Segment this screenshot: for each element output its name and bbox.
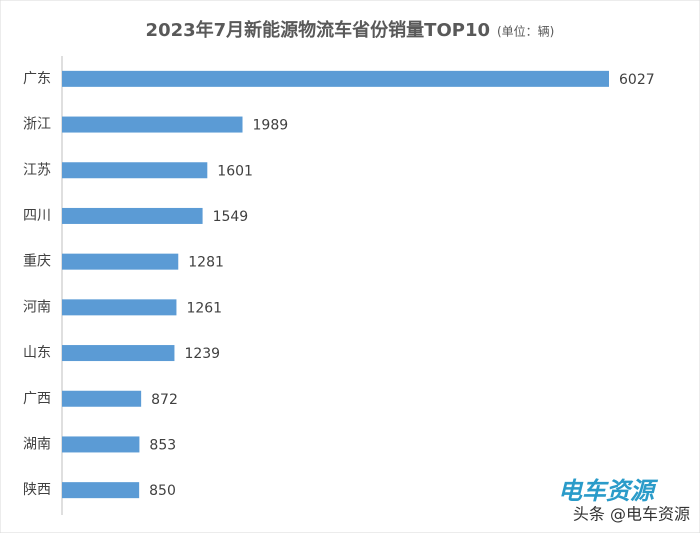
- data-label: 872: [151, 392, 178, 408]
- chart-title: 2023年7月新能源物流车省份销量TOP10: [146, 19, 490, 41]
- y-tick-label: 浙江: [23, 117, 51, 133]
- data-label: 853: [149, 437, 176, 453]
- bar: [62, 253, 179, 270]
- y-tick-label: 广西: [23, 391, 51, 407]
- bar: [62, 70, 609, 87]
- data-label: 1549: [213, 209, 249, 225]
- bar: [62, 482, 140, 499]
- data-label: 1261: [186, 300, 222, 316]
- data-label: 1601: [217, 163, 253, 179]
- bar: [62, 390, 142, 407]
- bar: [62, 207, 203, 224]
- data-label: 850: [149, 483, 176, 499]
- y-tick-label: 陕西: [23, 482, 51, 498]
- y-tick-label: 重庆: [23, 254, 51, 270]
- data-label: 6027: [619, 72, 655, 88]
- watermark-logo: 电车资源: [558, 477, 659, 505]
- data-label: 1989: [253, 118, 289, 134]
- y-tick-label: 河南: [23, 299, 51, 315]
- data-label: 1281: [188, 255, 224, 271]
- y-tick-label: 广东: [23, 71, 51, 87]
- bar: [62, 436, 140, 453]
- y-tick-label: 四川: [23, 208, 51, 224]
- data-label: 1239: [184, 346, 220, 362]
- bar: [62, 162, 208, 179]
- bar: [62, 299, 177, 316]
- watermark-credit: 头条 @电车资源: [573, 505, 690, 524]
- y-tick-label: 湖南: [23, 436, 51, 452]
- bar: [62, 116, 243, 133]
- chart-subtitle: (单位：辆): [497, 24, 554, 39]
- y-tick-label: 江苏: [23, 162, 51, 178]
- bar: [62, 345, 175, 362]
- y-tick-label: 山东: [23, 345, 51, 361]
